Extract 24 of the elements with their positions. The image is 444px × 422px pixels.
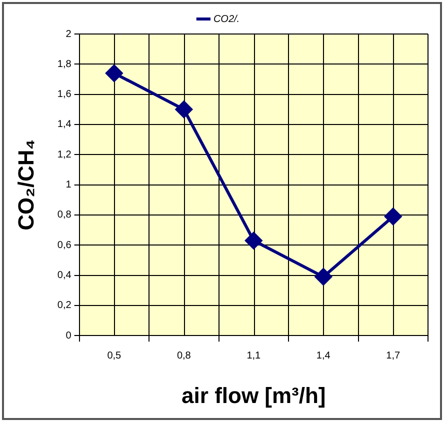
y-tick-label: 1: [66, 180, 72, 191]
y-tick-label: 1,8: [57, 58, 72, 70]
y-tick-label: 0,8: [57, 210, 72, 221]
point: [106, 64, 123, 82]
x-tick-label: 1,4: [316, 350, 331, 362]
legend-label: CO2/.: [213, 14, 240, 25]
point: [175, 100, 192, 118]
point: [245, 232, 262, 250]
x-tick-label: 0,5: [107, 350, 122, 362]
y-axis-title: CO₂/CH₄: [13, 139, 38, 230]
point: [384, 208, 402, 225]
y-tick-label: 1,6: [57, 89, 72, 100]
y-tick-label: 1,2: [57, 149, 72, 160]
x-axis-title: air flow [m³/h]: [182, 382, 326, 408]
y-tick-label: 0,4: [57, 270, 72, 282]
y-tick-label: 0,2: [57, 300, 72, 312]
x-tick-label: 1,1: [246, 350, 262, 362]
x-tick-label: 1,7: [386, 350, 401, 362]
y-tick-label: 2: [66, 28, 72, 40]
y-tick-label: 0,6: [57, 240, 72, 251]
y-tick-label: 0: [66, 330, 72, 342]
y-tick-label: 1,4: [57, 119, 72, 130]
point: [314, 268, 332, 286]
x-tick-label: 0,8: [176, 350, 192, 362]
